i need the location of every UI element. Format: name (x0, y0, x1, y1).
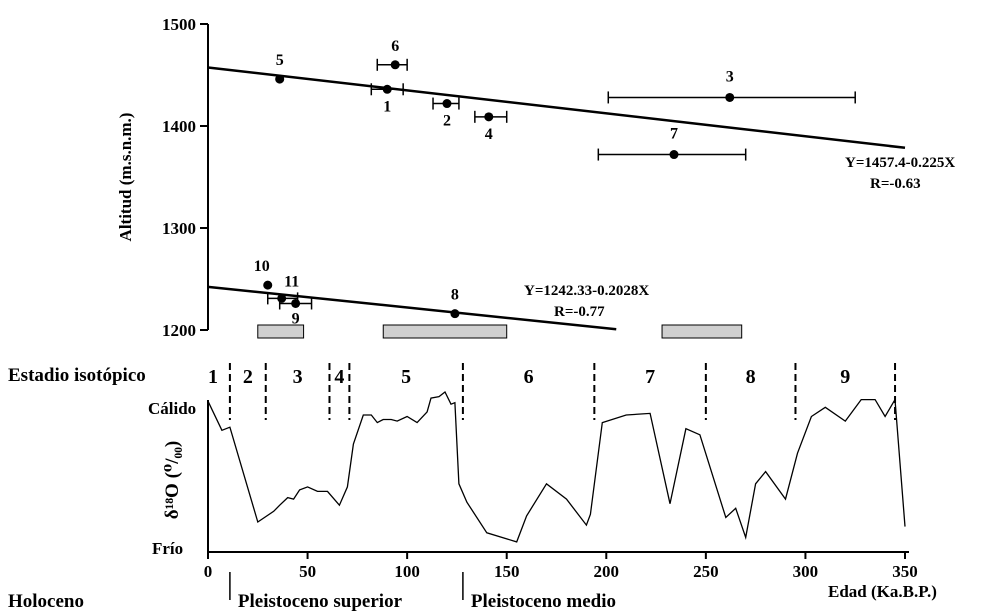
x-tick-label-250: 250 (693, 562, 719, 581)
shaded-range-1 (257, 324, 305, 339)
stage-label-9: 9 (840, 366, 850, 388)
point-label-5: 5 (276, 52, 284, 69)
point-9 (291, 298, 301, 308)
shaded-ranges (257, 324, 743, 339)
isotopic-stage-title: Estadio isotópico (8, 365, 146, 386)
point-label-9: 9 (292, 310, 300, 327)
regression-1-r: R=-0.63 (870, 176, 921, 192)
altitude-panel: 1200 1300 1400 1500 Altitud (m.s.n.m.) 1 2 3 4… (116, 15, 955, 340)
data-points: 1 2 3 4 5 6 7 8 9 10 11 (254, 38, 856, 327)
isotope-panel: Cálido Frío δ¹⁸O (⁰/₀₀) 0 50 100 150 200 250 3… (8, 391, 937, 612)
point-label-3: 3 (726, 68, 734, 85)
shaded-range-3 (661, 324, 743, 339)
warm-label: Cálido (148, 399, 196, 418)
altitude-y-ticks: 1200 1300 1400 1500 (162, 15, 208, 340)
stage-label-6: 6 (524, 366, 534, 388)
regression-2-r: R=-0.77 (554, 304, 605, 320)
point-label-6: 6 (391, 38, 399, 55)
point-1 (382, 84, 392, 94)
shaded-range-2 (382, 324, 508, 339)
y-tick-label-1400: 1400 (162, 117, 196, 136)
point-label-10: 10 (254, 258, 270, 275)
point-3 (725, 92, 735, 102)
x-tick-label-150: 150 (494, 562, 520, 581)
stage-boundaries: 1 2 3 4 5 6 7 8 9 (208, 363, 897, 420)
point-label-11: 11 (284, 273, 299, 290)
x-tick-label-0: 0 (204, 562, 213, 581)
cold-label: Frío (152, 539, 183, 558)
stage-label-1: 1 (208, 366, 218, 388)
stage-label-2: 2 (243, 366, 253, 388)
x-tick-label-50: 50 (299, 562, 316, 581)
point-label-8: 8 (451, 287, 459, 304)
x-tick-label-200: 200 (594, 562, 620, 581)
point-2 (442, 99, 452, 109)
point-8 (450, 309, 460, 319)
period-label-3: Pleistoceno medio (471, 591, 616, 612)
regression-2-equation: Y=1242.33-0.2028X (524, 283, 649, 299)
stage-label-3: 3 (293, 366, 303, 388)
altitude-y-axis-label: Altitud (m.s.n.m.) (116, 113, 135, 242)
y-tick-label-1300: 1300 (162, 219, 196, 238)
isotope-curve (207, 391, 906, 543)
point-label-4: 4 (485, 126, 493, 143)
x-axis-ticks: 0 50 100 150 200 250 300 350 (204, 552, 918, 581)
isotopic-stages: Estadio isotópico 1 2 3 4 5 6 7 8 9 (8, 363, 897, 420)
stage-label-4: 4 (334, 366, 344, 388)
x-tick-label-300: 300 (793, 562, 819, 581)
regression-lines (207, 66, 906, 331)
period-label-1: Holoceno (8, 591, 84, 612)
regression-line-1 (207, 66, 906, 150)
point-11 (277, 293, 287, 303)
period-label-2: Pleistoceno superior (238, 591, 403, 612)
point-label-2: 2 (443, 113, 451, 130)
x-tick-label-100: 100 (394, 562, 420, 581)
stage-label-5: 5 (401, 366, 411, 388)
stage-label-8: 8 (746, 366, 756, 388)
point-10 (263, 280, 273, 290)
point-7 (669, 150, 679, 160)
y-tick-label-1200: 1200 (162, 321, 196, 340)
x-axis-label: Edad (Ka.B.P.) (828, 582, 937, 601)
point-5 (275, 74, 285, 84)
stage-label-7: 7 (645, 366, 655, 388)
y-tick-label-1500: 1500 (162, 15, 196, 34)
x-tick-label-350: 350 (892, 562, 918, 581)
geologic-periods: Holoceno Pleistoceno superior Pleistoceno … (8, 572, 616, 612)
regression-line-2 (207, 285, 617, 331)
isotope-y-axis-label: δ¹⁸O (⁰/₀₀) (162, 441, 183, 519)
point-4 (484, 112, 494, 122)
regression-1-equation: Y=1457.4-0.225X (845, 155, 955, 171)
point-label-1: 1 (383, 98, 391, 115)
point-6 (390, 60, 400, 70)
point-label-7: 7 (670, 126, 678, 143)
